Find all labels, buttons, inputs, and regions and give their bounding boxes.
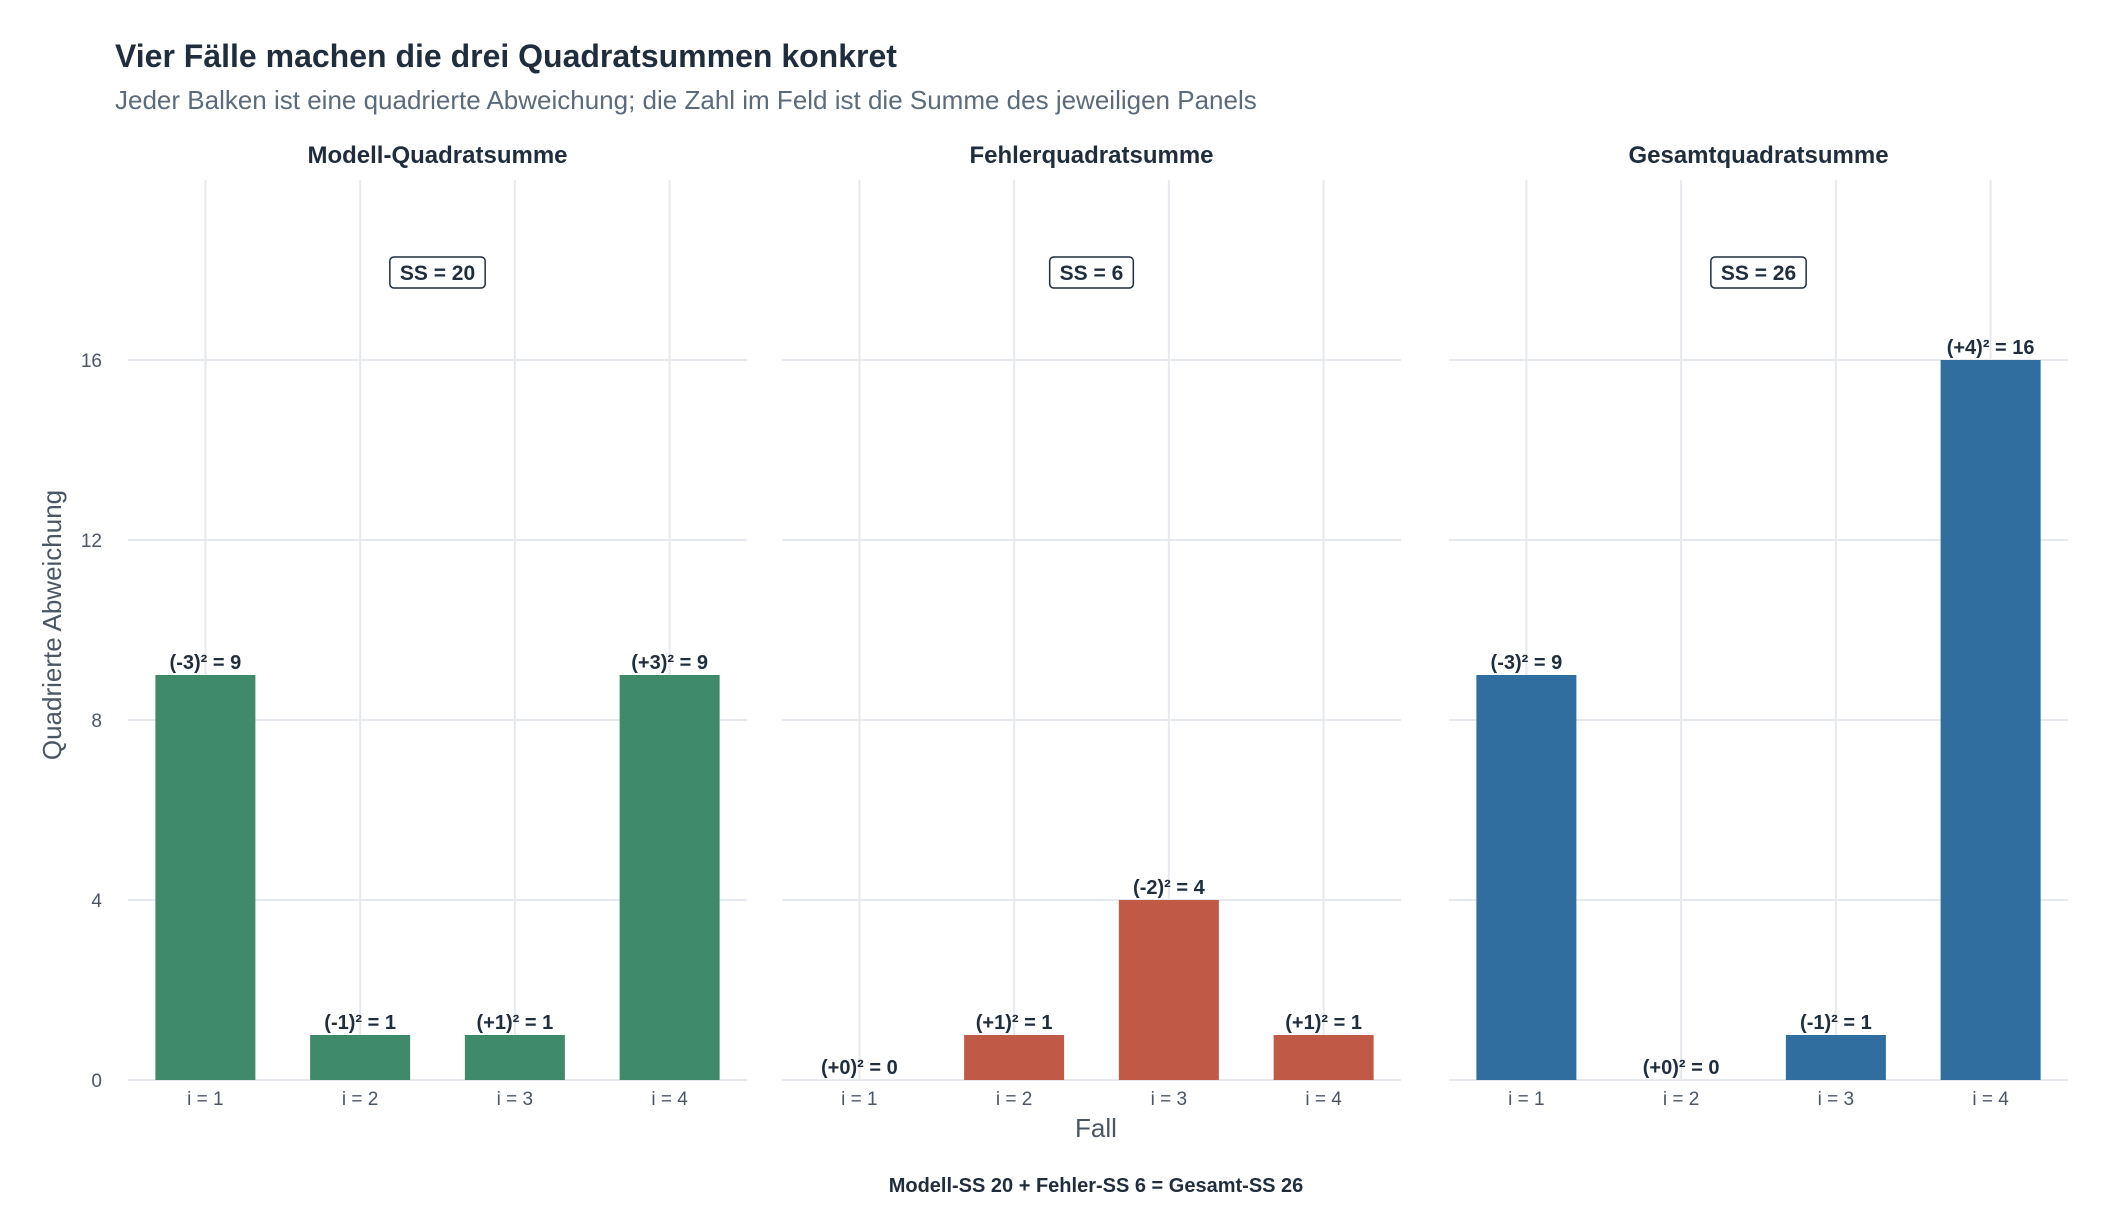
chart-subtitle: Jeder Balken ist eine quadrierte Abweich… xyxy=(115,85,1257,115)
bar xyxy=(619,675,720,1080)
x-tick-label: i = 3 xyxy=(1151,1089,1187,1110)
panel-title: Modell-Quadratsumme xyxy=(307,142,567,169)
ss-label-box xyxy=(1048,256,1135,289)
x-tick-label: i = 4 xyxy=(1305,1089,1342,1110)
panels: 0 4 8 12 16 Modell-Quadratsumme SS = 20 (-3)² =… xyxy=(81,142,2068,1110)
ss-label: SS = 6 xyxy=(1060,262,1124,285)
x-tick-label: i = 4 xyxy=(1972,1089,2009,1110)
bar-label: (-1)² = 1 xyxy=(324,1012,396,1034)
x-tick-label: i = 3 xyxy=(497,1089,533,1110)
y-tick-label: 8 xyxy=(91,711,102,732)
bar-label: (+1)² = 1 xyxy=(477,1012,554,1034)
bar xyxy=(1785,1035,1886,1080)
x-tick-label: i = 4 xyxy=(651,1089,688,1110)
ss-label: SS = 20 xyxy=(400,262,475,285)
bar xyxy=(464,1035,565,1080)
ss-label-box xyxy=(389,256,486,289)
x-axis-label: Fall xyxy=(1075,1113,1117,1143)
bar-label: (+0)² = 0 xyxy=(1643,1057,1720,1079)
ss-label: SS = 26 xyxy=(1721,262,1796,285)
ss-label-box xyxy=(1710,256,1807,289)
bar xyxy=(310,1035,411,1080)
y-tick-label: 0 xyxy=(91,1071,102,1092)
x-tick-label: i = 3 xyxy=(1818,1089,1854,1110)
bar-label: (+3)² = 9 xyxy=(631,652,708,674)
chart-title: Vier Fälle machen die drei Quadratsummen… xyxy=(115,38,897,74)
bar xyxy=(1273,1035,1374,1080)
bar-label: (-3)² = 9 xyxy=(170,652,242,674)
panel-title: Gesamtquadratsumme xyxy=(1628,142,1888,169)
panel-title: Fehlerquadratsumme xyxy=(969,142,1213,169)
bar xyxy=(1118,900,1219,1080)
bar-label: (+0)² = 0 xyxy=(821,1057,898,1079)
x-tick-label: i = 1 xyxy=(1508,1089,1544,1110)
bar-label: (+1)² = 1 xyxy=(976,1012,1053,1034)
y-tick-label: 12 xyxy=(81,531,102,552)
bar xyxy=(1940,360,2041,1080)
x-tick-label: i = 2 xyxy=(996,1089,1032,1110)
y-axis-label: Quadrierte Abweichung xyxy=(37,490,67,760)
bar-label: (-2)² = 4 xyxy=(1133,877,1206,899)
y-tick-label: 4 xyxy=(91,891,102,912)
bar xyxy=(155,675,256,1080)
x-tick-label: i = 2 xyxy=(342,1089,378,1110)
bar xyxy=(1476,675,1577,1080)
bar-label: (+4)² = 16 xyxy=(1947,337,2035,359)
bar-label: (-3)² = 9 xyxy=(1491,652,1563,674)
y-tick-label: 16 xyxy=(81,351,102,372)
chart-caption: Modell-SS 20 + Fehler-SS 6 = Gesamt-SS 2… xyxy=(889,1175,1304,1197)
x-tick-label: i = 1 xyxy=(841,1089,877,1110)
bar xyxy=(964,1035,1065,1080)
bar-label: (+1)² = 1 xyxy=(1285,1012,1362,1034)
bar-label: (-1)² = 1 xyxy=(1800,1012,1872,1034)
x-tick-label: i = 1 xyxy=(187,1089,223,1110)
x-tick-label: i = 2 xyxy=(1663,1089,1699,1110)
